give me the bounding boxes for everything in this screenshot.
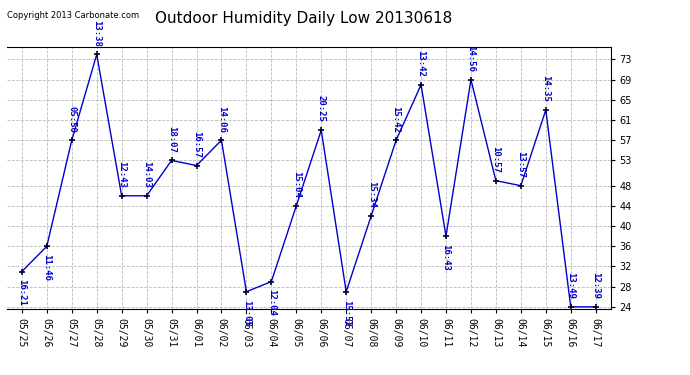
Text: 13:42: 13:42 xyxy=(417,50,426,77)
Text: 16:57: 16:57 xyxy=(192,131,201,158)
Text: 14:56: 14:56 xyxy=(466,45,475,72)
Text: 15:42: 15:42 xyxy=(392,105,401,132)
Text: 14:03: 14:03 xyxy=(142,161,151,188)
Text: 12:43: 12:43 xyxy=(117,161,126,188)
Text: 14:06: 14:06 xyxy=(217,105,226,132)
Text: Copyright 2013 Carbonate.com: Copyright 2013 Carbonate.com xyxy=(7,11,139,20)
Text: 12:39: 12:39 xyxy=(591,272,600,299)
Text: 15:04: 15:04 xyxy=(292,171,301,198)
Text: 20:25: 20:25 xyxy=(317,95,326,122)
Text: 11:46: 11:46 xyxy=(42,254,51,281)
Text: Humidity  (%): Humidity (%) xyxy=(558,25,646,35)
Text: 12:04: 12:04 xyxy=(267,290,276,316)
Text: 13:49: 13:49 xyxy=(566,272,575,299)
Text: 10:57: 10:57 xyxy=(491,146,500,173)
Text: 05:50: 05:50 xyxy=(67,105,77,132)
Text: 18:07: 18:07 xyxy=(167,126,176,153)
Text: 14:35: 14:35 xyxy=(541,75,551,102)
Text: 13:57: 13:57 xyxy=(516,151,525,178)
Text: 16:43: 16:43 xyxy=(442,244,451,271)
Text: 13:05: 13:05 xyxy=(242,300,251,327)
Text: 15:34: 15:34 xyxy=(366,181,375,208)
Text: 16:21: 16:21 xyxy=(17,279,26,306)
Text: 13:38: 13:38 xyxy=(92,20,101,46)
Text: 15:52: 15:52 xyxy=(342,300,351,327)
Text: Outdoor Humidity Daily Low 20130618: Outdoor Humidity Daily Low 20130618 xyxy=(155,11,452,26)
